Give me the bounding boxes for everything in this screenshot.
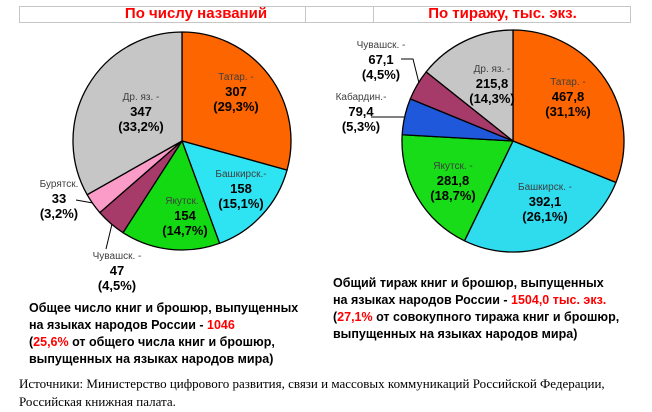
caption-line: Общее число книг и брошюр, выпущенных bbox=[29, 300, 298, 317]
caption-text: от общего числа книг и брошюр, bbox=[68, 335, 275, 349]
caption-text: ( bbox=[29, 335, 34, 349]
right-chart-title: По тиражу, тыс. экз. bbox=[428, 5, 577, 22]
caption-line: на языках народов России - 1046 bbox=[29, 317, 298, 334]
left-chart-caption: Общее число книг и брошюр, выпущенных на … bbox=[29, 300, 298, 368]
caption-line: (25,6% от общего числа книг и брошюр, bbox=[29, 334, 298, 351]
caption-highlight: 27,1% bbox=[337, 310, 373, 324]
caption-text: Общее число книг и брошюр, выпущенных bbox=[29, 301, 299, 315]
header-divider-1 bbox=[305, 6, 306, 23]
sources-line-2: Российская книжная палата. bbox=[19, 394, 176, 409]
left-chart-title: По числу названий bbox=[124, 5, 268, 22]
label-leader-line bbox=[105, 223, 113, 250]
pie-slice bbox=[181, 140, 288, 244]
header-strip bbox=[19, 6, 631, 23]
pie-slice bbox=[72, 31, 183, 196]
sources-line-1: Источники: Министерство цифрового развит… bbox=[19, 376, 605, 391]
caption-text: от совокупного тиража книг и брошюр, bbox=[372, 310, 620, 324]
caption-highlight: 25,6% bbox=[33, 335, 69, 349]
label-leader-line bbox=[75, 199, 94, 204]
caption-line: на языках народов России - 1504,0 тыс. э… bbox=[333, 292, 619, 309]
caption-line: Общий тираж книг и брошюр, выпущенных bbox=[333, 275, 619, 292]
sources-footer: Источники: Министерство цифрового развит… bbox=[19, 375, 605, 411]
caption-line: (27,1% от совокупного тиража книг и брош… bbox=[333, 309, 619, 326]
label-leader-line bbox=[401, 58, 420, 84]
right-chart-caption: Общий тираж книг и брошюр, выпущенных на … bbox=[333, 275, 619, 343]
caption-line: выпущенных на языках народов мира) bbox=[333, 326, 619, 343]
pie-slice bbox=[401, 134, 514, 242]
caption-text: выпущенных на языках народов мира) bbox=[29, 352, 274, 366]
pie-slice bbox=[425, 29, 514, 142]
caption-highlight: 1504,0 тыс. экз. bbox=[511, 293, 607, 307]
caption-text: Общий тираж книг и брошюр, выпущенных bbox=[333, 276, 604, 290]
pie-slice bbox=[512, 29, 625, 184]
pie-slice bbox=[122, 140, 221, 251]
pie-slice bbox=[181, 31, 292, 171]
caption-text: выпущенных на языках народов мира) bbox=[333, 327, 578, 341]
header-divider-2 bbox=[373, 6, 374, 23]
caption-highlight: 1046 bbox=[207, 318, 235, 332]
caption-text: ( bbox=[333, 310, 338, 324]
caption-text: на языках народов России - bbox=[29, 318, 208, 332]
caption-text: на языках народов России - bbox=[333, 293, 512, 307]
pie-slice bbox=[463, 140, 617, 253]
caption-line: выпущенных на языках народов мира) bbox=[29, 351, 298, 368]
